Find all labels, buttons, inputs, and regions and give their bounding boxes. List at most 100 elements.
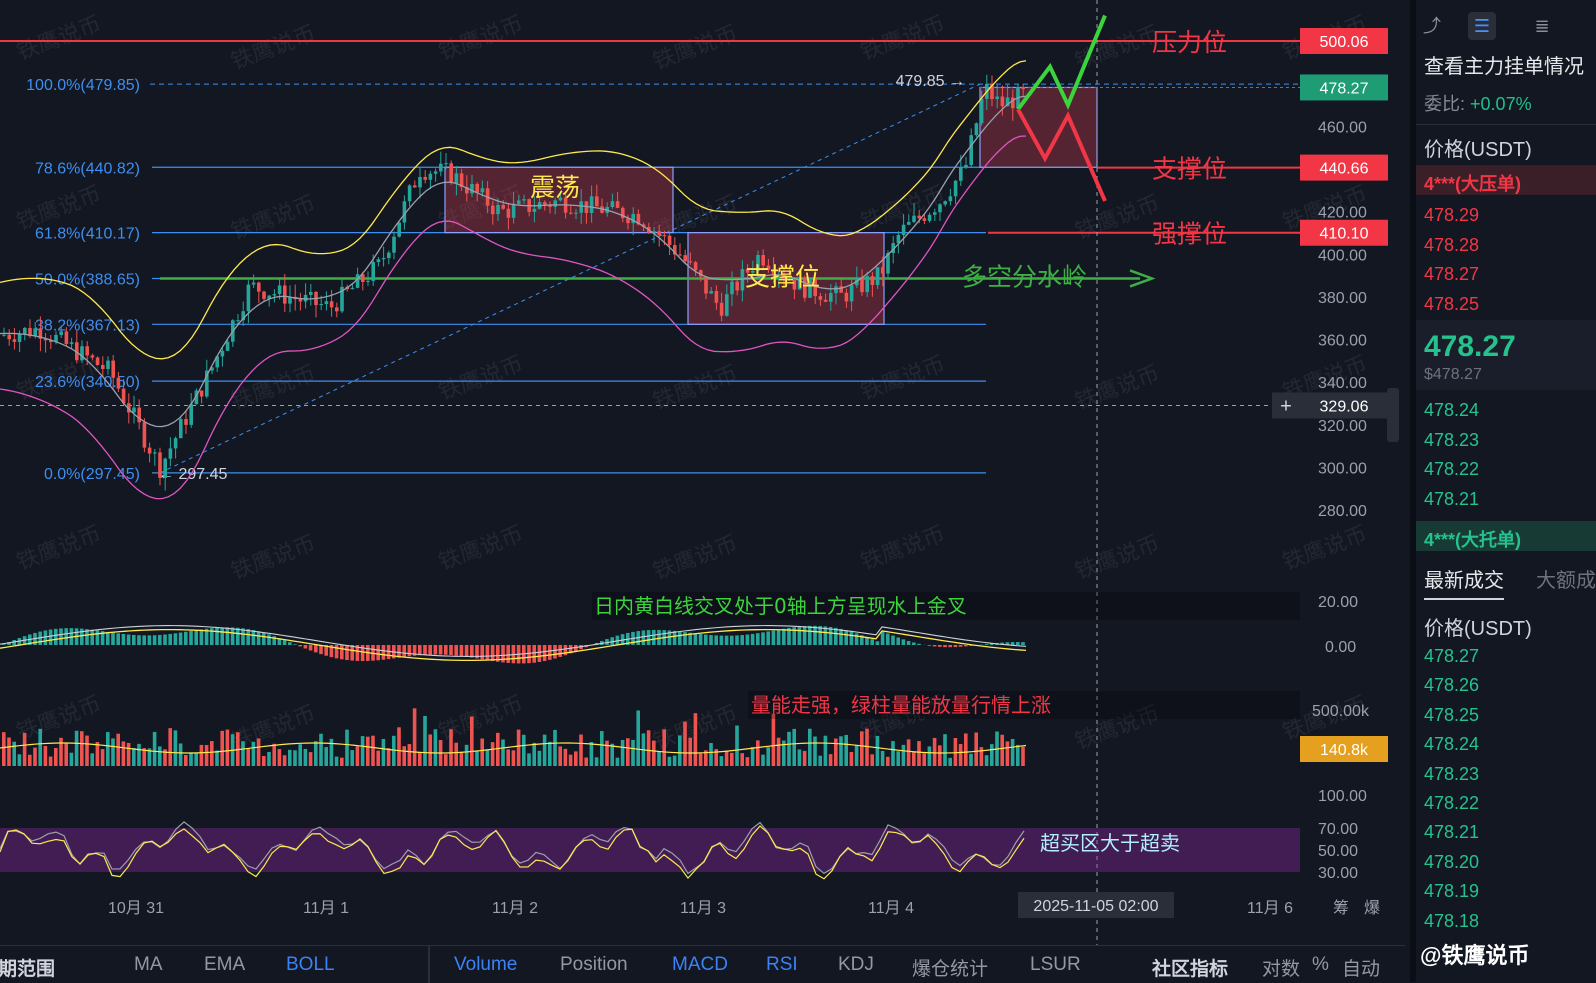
- macd-bar: [350, 645, 354, 661]
- ask-row[interactable]: 478.29: [1424, 205, 1479, 226]
- tab-latest-trades[interactable]: 最新成交: [1424, 564, 1504, 593]
- trade-row[interactable]: 478.20: [1424, 852, 1479, 873]
- macd-bar: [673, 631, 677, 645]
- toolbar-item[interactable]: 社区指标: [1152, 954, 1228, 981]
- volume-bar: [522, 735, 526, 766]
- volume-bar: [735, 726, 739, 766]
- price-badge-label: 478.27: [1320, 80, 1369, 97]
- candle-body: [33, 328, 37, 336]
- toolbar-item[interactable]: Position: [560, 954, 628, 976]
- toolbar-item[interactable]: LSUR: [1030, 954, 1081, 976]
- tab-large-trades[interactable]: 大额成: [1536, 564, 1596, 593]
- macd-bar: [725, 636, 729, 645]
- trade-row[interactable]: 478.18: [1424, 911, 1479, 932]
- candle-body: [475, 184, 479, 192]
- candle-body: [995, 97, 999, 100]
- candle-body: [923, 218, 927, 221]
- candle-body: [382, 258, 386, 259]
- trade-row[interactable]: 478.19: [1424, 881, 1479, 902]
- toolbar-item[interactable]: Volume: [454, 954, 517, 976]
- rsi-note: 超买区大于超卖: [1040, 831, 1180, 855]
- bid-row[interactable]: 478.24: [1424, 400, 1479, 421]
- bid-row[interactable]: 478.22: [1424, 459, 1479, 480]
- candle-body: [153, 452, 157, 453]
- price-tick-label: 460.00: [1318, 119, 1367, 136]
- volume-bar: [267, 752, 271, 766]
- macd-bar: [538, 645, 542, 662]
- volume-bar: [855, 745, 859, 766]
- volume-bar: [694, 713, 698, 766]
- macd-bar: [168, 634, 172, 645]
- trade-row[interactable]: 478.22: [1424, 793, 1479, 814]
- volume-bar: [241, 741, 245, 766]
- macd-bar: [647, 630, 651, 645]
- volume-note: 量能走强，绿柱量能放量行情上涨: [751, 693, 1051, 717]
- ask-row[interactable]: 478.27: [1424, 264, 1479, 285]
- last-price: 478.27: [1424, 330, 1516, 364]
- trade-row[interactable]: 478.24: [1424, 734, 1479, 755]
- volume-bar: [423, 716, 427, 766]
- volume-bar: [33, 748, 37, 766]
- candle-body: [283, 285, 287, 303]
- toolbar-item[interactable]: 自动: [1342, 954, 1380, 981]
- volume-bar: [501, 739, 505, 766]
- macd-bar: [553, 645, 557, 659]
- candle-body: [137, 408, 141, 423]
- bids-view-icon[interactable]: ≣: [1528, 12, 1556, 40]
- trade-row[interactable]: 478.25: [1424, 705, 1479, 726]
- trade-row[interactable]: 478.26: [1424, 675, 1479, 696]
- asks-view-icon[interactable]: ☰: [1468, 12, 1496, 40]
- macd-bar: [465, 645, 469, 657]
- chart-canvas[interactable]: 铁鹰说币铁鹰说币铁鹰说币铁鹰说币铁鹰说币铁鹰说币铁鹰说币铁鹰说币铁鹰说币铁鹰说币…: [0, 0, 1400, 945]
- panel-collapse-handle[interactable]: [1387, 388, 1399, 442]
- candle-body: [481, 188, 485, 192]
- trade-row[interactable]: 478.21: [1424, 822, 1479, 843]
- bid-row[interactable]: 478.23: [1424, 430, 1479, 451]
- macd-bar: [96, 630, 100, 645]
- macd-bar: [891, 636, 895, 645]
- volume-bar: [111, 738, 115, 766]
- volume-bar: [933, 738, 937, 766]
- candle-body: [470, 184, 474, 193]
- orderbook-title[interactable]: 查看主力挂单情况: [1424, 50, 1584, 79]
- bid-row[interactable]: 478.21: [1424, 489, 1479, 510]
- candle-body: [252, 283, 256, 285]
- toolbar-item[interactable]: EMA: [204, 954, 245, 976]
- candle-body: [273, 294, 277, 296]
- toolbar-item[interactable]: 对数: [1262, 954, 1300, 981]
- candle-body: [455, 173, 459, 183]
- candle-body: [969, 135, 973, 165]
- volume-bar: [454, 743, 458, 766]
- macd-bar: [200, 629, 204, 645]
- volume-bar: [959, 744, 963, 766]
- toolbar-item[interactable]: 爆仓统计: [912, 954, 988, 981]
- price-chart[interactable]: 铁鹰说币铁鹰说币铁鹰说币铁鹰说币铁鹰说币铁鹰说币铁鹰说币铁鹰说币铁鹰说币铁鹰说币…: [0, 0, 1400, 982]
- toolbar-item[interactable]: BOLL: [286, 954, 335, 976]
- trade-row[interactable]: 478.27: [1424, 646, 1479, 667]
- volume-bar: [189, 752, 193, 766]
- toolbar-item[interactable]: 期范围: [0, 954, 55, 981]
- trade-row[interactable]: 478.23: [1424, 764, 1479, 785]
- candle-body: [85, 346, 89, 355]
- volume-bar: [194, 753, 198, 766]
- toolbar-item[interactable]: MA: [134, 954, 163, 976]
- macd-note: 日内黄白线交叉处于0轴上方呈现水上金叉: [594, 594, 967, 618]
- macd-bar: [954, 645, 958, 647]
- volume-bar: [59, 738, 63, 766]
- volume-bar: [917, 741, 921, 766]
- ask-row[interactable]: 478.25: [1424, 294, 1479, 315]
- volume-bar: [969, 754, 973, 766]
- candle-body: [143, 422, 147, 447]
- both-sides-icon[interactable]: ⤴: [1418, 12, 1446, 40]
- toolbar-item[interactable]: %: [1312, 954, 1329, 976]
- volume-bar: [938, 745, 942, 766]
- macd-bar: [803, 626, 807, 645]
- ask-row[interactable]: 478.28: [1424, 235, 1479, 256]
- toolbar-item[interactable]: RSI: [766, 954, 798, 976]
- macd-bar: [558, 645, 562, 657]
- toolbar-item[interactable]: MACD: [672, 954, 728, 976]
- price-header: 价格(USDT): [1424, 133, 1532, 162]
- volume-bar: [928, 746, 932, 766]
- macd-bar: [777, 630, 781, 645]
- toolbar-item[interactable]: KDJ: [838, 954, 874, 976]
